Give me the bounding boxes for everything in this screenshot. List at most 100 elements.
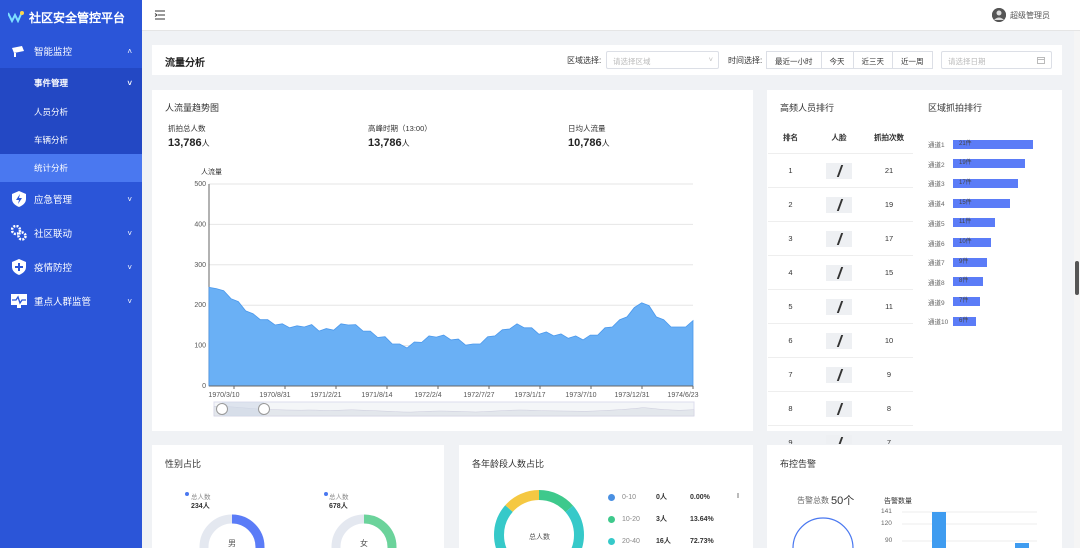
area-series — [208, 286, 694, 387]
camera-icon — [10, 42, 28, 60]
x-tick-label: 1973/7/10 — [565, 392, 596, 399]
count-cell: 19 — [884, 200, 894, 209]
col-rank: 排名 — [783, 133, 798, 142]
chevron-down-icon: ˅ — [708, 55, 713, 64]
age-range: 10-20 — [622, 515, 640, 523]
sidebar-item-emergency[interactable]: 应急管理 ˅ — [0, 182, 142, 216]
y-tick-label: 400 — [194, 221, 206, 228]
area-label: 区域选择: — [567, 56, 602, 65]
face-thumbnail[interactable] — [826, 332, 852, 349]
age-title: 各年龄段人数占比 — [472, 459, 545, 469]
page-scrollbar[interactable] — [1074, 31, 1080, 548]
rank-cell: 4 — [788, 268, 793, 277]
btn-last-hour[interactable]: 最近一小时 — [766, 51, 822, 69]
btn-week[interactable]: 近一周 — [892, 51, 933, 69]
age-count: 16人 — [656, 538, 671, 545]
female-total-label: 总人数 — [329, 494, 349, 501]
trend-title: 人流量趋势图 — [165, 103, 220, 113]
user-menu[interactable]: 超级管理员 — [992, 8, 1050, 22]
region-bar: 9件 — [953, 257, 987, 267]
time-button-group: 最近一小时 今天 近三天 近一周 — [766, 51, 933, 69]
zoom-slider-window[interactable] — [222, 402, 264, 416]
face-thumbnail[interactable] — [826, 196, 852, 213]
face-thumbnail[interactable] — [826, 400, 852, 417]
alarm-bar — [1015, 543, 1029, 548]
col-face: 人脸 — [831, 133, 847, 142]
region-bar-row: 通道4 15件 — [928, 198, 1010, 208]
sidebar-sub-vehicle[interactable]: 车辆分析 — [0, 126, 142, 154]
btn-today[interactable]: 今天 — [820, 51, 854, 69]
sidebar-item-epidemic[interactable]: 疫情防控 ˅ — [0, 250, 142, 284]
region-bar: 19件 — [953, 159, 1025, 169]
table-row: 4 15 — [768, 256, 913, 290]
sidebar-sub-person[interactable]: 人员分析 — [0, 98, 142, 126]
count-cell: 21 — [884, 166, 894, 175]
col-count: 抓拍次数 — [874, 133, 904, 142]
sidebar-item-smart-monitor[interactable]: 智能监控 ˄ — [0, 34, 142, 68]
y-tick-label: 300 — [194, 262, 206, 269]
region-bar-row: 通道1 21件 — [928, 139, 1033, 149]
rank-cell: 2 — [788, 200, 793, 209]
area-select[interactable]: 请选择区域 ˅ — [606, 51, 719, 69]
table-header: 排名 人脸 抓拍次数 — [768, 122, 913, 154]
x-tick-label: 1972/7/27 — [463, 392, 494, 399]
btn-3-days[interactable]: 近三天 — [852, 51, 893, 69]
region-bar-name: 通道3 — [928, 181, 945, 189]
count-cell: 10 — [884, 336, 894, 345]
male-total-count: 234人 — [191, 503, 210, 510]
medical-shield-icon — [10, 258, 28, 276]
chevron-down-icon: ˅ — [127, 296, 132, 306]
stat-value-total: 13,786人 — [168, 137, 210, 149]
face-thumbnail[interactable] — [826, 230, 852, 247]
age-donut — [494, 490, 584, 548]
rank-title: 高频人员排行 — [780, 103, 835, 113]
date-picker[interactable]: 请选择日期 — [941, 51, 1052, 69]
zoom-handle[interactable] — [216, 403, 228, 415]
age-legend-row[interactable]: 10-20 3人 13.64% — [608, 513, 730, 525]
region-bar: 8件 — [953, 277, 983, 287]
male-donut-arc — [199, 514, 265, 548]
rank-cell: 5 — [788, 302, 793, 311]
face-thumbnail[interactable] — [826, 162, 852, 179]
face-thumbnail[interactable] — [826, 366, 852, 383]
sub-label: 事件管理 — [34, 78, 69, 88]
age-legend-row[interactable]: 0-10 0人 0.00% — [608, 491, 730, 503]
sidebar-item-community[interactable]: 社区联动 ˅ — [0, 216, 142, 250]
face-cell — [813, 162, 865, 179]
region-bar-name: 通道2 — [928, 161, 945, 169]
stat-value-peak: 13,786人 — [368, 137, 410, 149]
region-bar: 6件 — [953, 316, 976, 326]
region-bar-name: 通道7 — [928, 260, 945, 268]
sidebar-sub-stats[interactable]: 统计分析 — [0, 154, 142, 182]
alarm-total: 50个 — [831, 495, 855, 507]
legend-dot — [608, 493, 615, 501]
legend-dot — [608, 537, 615, 545]
table-row: 2 19 — [768, 188, 913, 222]
face-cell — [813, 196, 865, 213]
sidebar-sub-event[interactable]: 事件管理 ˅ — [0, 68, 142, 98]
face-thumbnail[interactable] — [826, 264, 852, 281]
zoom-handle[interactable] — [258, 403, 270, 415]
region-bar: 17件 — [953, 178, 1018, 188]
chevron-down-icon: ˅ — [127, 262, 132, 272]
scrollbar-thumb[interactable] — [1075, 261, 1079, 295]
alarm-total-label: 告警总数 — [797, 496, 829, 505]
face-cell — [813, 332, 865, 349]
face-thumbnail[interactable] — [826, 298, 852, 315]
x-tick-label: 1971/2/21 — [310, 392, 341, 399]
female-center-label: 女 — [360, 539, 368, 548]
face-thumbnail[interactable] — [826, 434, 852, 444]
trend-chart: 0 100 200 300 400 500 人流量 1970/3/10 1970/8/31 197… — [194, 167, 699, 417]
menu-toggle-icon[interactable] — [154, 9, 166, 21]
region-bar-name: 通道6 — [928, 240, 945, 248]
rank-cell: 8 — [788, 404, 793, 413]
stat-number: 13,786 — [368, 137, 402, 149]
female-donut-arc — [331, 514, 397, 548]
gender-panel: 性别占比 总人数 234人 总人数 678人 男 女 — [152, 445, 444, 548]
table-row: 3 17 — [768, 222, 913, 256]
age-donut-slice — [494, 490, 584, 548]
sidebar-item-key-groups[interactable]: 重点人群监管 ˅ — [0, 284, 142, 318]
x-tick-label: 1973/12/31 — [614, 392, 649, 399]
age-legend-row[interactable]: 20-40 16人 72.73% — [608, 535, 730, 547]
